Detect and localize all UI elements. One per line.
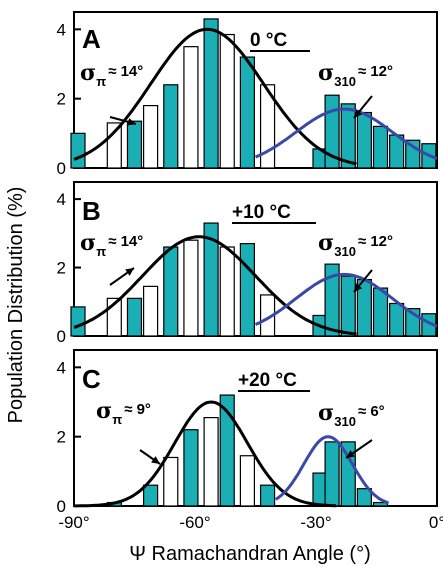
sigma-annotation-pi: σπ≈ 14° [80,230,143,259]
sigma-annotation-310: σ310≈ 12° [318,60,393,89]
arrowhead-pi [127,118,136,126]
y-tick-label: 2 [57,259,66,278]
bar [372,287,389,337]
bar [219,246,235,337]
bar [203,222,219,337]
bar [203,417,219,507]
y-tick-label: 4 [57,358,66,377]
fit-curve-pi [73,235,357,336]
bar [340,103,356,169]
bar [143,285,159,337]
bar [259,484,276,507]
fit-curve-pi [74,400,337,508]
bar [143,104,159,169]
y-tick-label: 0 [57,327,66,346]
bar [239,56,255,169]
y-tick-label: 0 [57,497,66,516]
panel-frame [73,11,438,169]
bar [340,441,356,507]
y-tick-label: 4 [57,190,66,209]
fit-curve-310 [254,272,438,328]
sigma-annotation-pi: σπ≈ 9° [96,398,151,427]
bar [219,394,235,507]
bar [163,246,179,337]
arrowhead-pi [151,456,160,464]
bar [219,33,235,169]
temperature-label: +20 °C [238,370,297,391]
bar [70,132,86,169]
bar [259,84,276,169]
y-tick-label: 0 [57,159,66,178]
sigma-annotation-310: σ310≈ 12° [318,230,393,259]
arrowhead-310 [354,109,363,118]
bar [356,111,372,169]
bar [183,46,199,169]
fit-curve-310 [274,435,390,505]
bar [356,488,372,507]
bar [324,263,340,337]
bar [163,456,179,507]
bar [163,84,179,169]
panel-letter: B [82,196,101,226]
bar [126,120,143,169]
arrowhead-310 [354,283,363,292]
bar [106,122,122,169]
fit-curve-310 [254,107,438,160]
bar [389,302,405,337]
panel-letter: C [82,364,101,394]
y-axis-label: Population Distribution (%) [5,187,27,424]
bar [183,429,199,507]
temperature-label: +10 °C [232,202,291,223]
bar [143,484,159,507]
y-tick-label: 2 [57,90,66,109]
bar [340,275,356,337]
temperature-label: 0 °C [250,30,287,51]
bar [372,125,389,169]
x-tick-label: -60° [179,513,210,532]
arrowhead-pi [125,268,134,276]
y-tick-label: 2 [57,428,66,447]
panel-frame [73,181,438,337]
bar [239,243,255,337]
panel-letter: A [82,24,101,54]
x-axis-label: Ψ Ramachandran Angle (°) [129,543,371,565]
bar [239,455,255,507]
bar [70,306,86,337]
sigma-annotation-310: σ310≈ 6° [318,400,385,429]
fit-curve-pi [73,27,357,166]
arrowhead-310 [346,450,355,458]
bar [203,18,219,169]
bar [183,239,199,337]
x-tick-label: -90° [58,513,89,532]
bar [324,441,340,507]
sigma-annotation-pi: σπ≈ 14° [80,60,143,89]
bar [372,501,389,507]
x-tick-label: -30° [300,513,331,532]
bar [126,297,143,337]
y-tick-label: 4 [57,20,66,39]
x-tick-label: 0° [429,513,443,532]
panel-frame [73,349,438,507]
